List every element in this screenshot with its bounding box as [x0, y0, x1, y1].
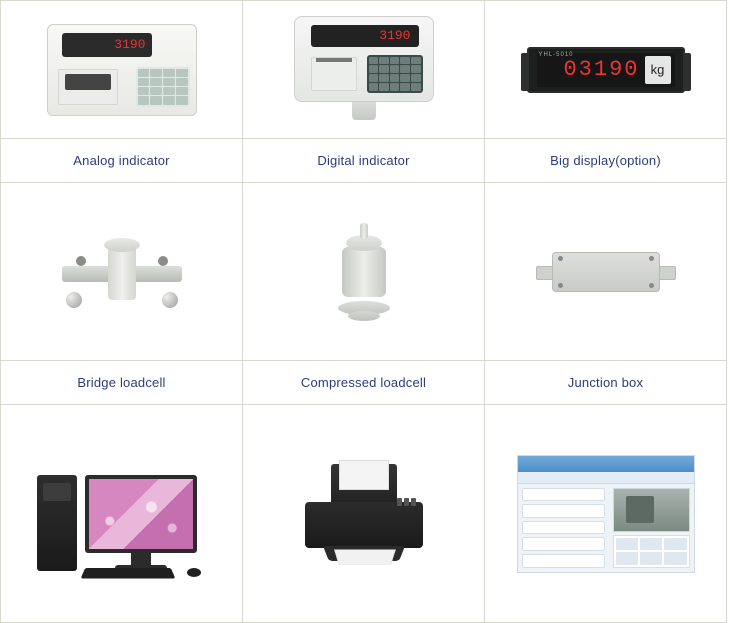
- label-big-display: Big display(option): [484, 138, 727, 183]
- list-panel-icon: [518, 484, 610, 572]
- big-led-digits: 03190: [563, 57, 639, 82]
- camera-view-icon: [613, 488, 689, 532]
- cell-printer-image: [242, 404, 485, 623]
- cell-software-image: [484, 404, 727, 623]
- cell-junction-box-image: [484, 182, 727, 361]
- model-label: YHL-5010: [539, 52, 574, 58]
- cell-digital-indicator-image: 3190: [242, 0, 485, 139]
- titlebar-icon: [518, 456, 694, 472]
- digital-indicator-thumb: 3190: [243, 1, 484, 138]
- keypad-icon: [136, 67, 190, 107]
- mount-bracket-icon: [521, 53, 529, 91]
- label-junction-box: Junction box: [484, 360, 727, 405]
- bridge-loadcell-thumb: [1, 183, 242, 360]
- digital-led-display: 3190: [311, 25, 419, 47]
- printer-buttons-icon: [397, 498, 417, 506]
- cell-analog-indicator-image: 3190: [0, 0, 243, 139]
- analog-led-display: 3190: [62, 33, 152, 57]
- computer-thumb: [1, 405, 242, 622]
- printer-slot-icon: [58, 69, 118, 105]
- monitor-icon: [85, 475, 197, 553]
- tower-icon: [37, 475, 77, 571]
- cell-compressed-loadcell-image: [242, 182, 485, 361]
- stand-icon: [352, 100, 376, 120]
- cell-bridge-loadcell-image: [0, 182, 243, 361]
- analog-indicator-thumb: 3190: [1, 1, 242, 138]
- printer-slot-icon: [311, 57, 357, 91]
- cell-computer-image: [0, 404, 243, 623]
- label-digital-indicator: Digital indicator: [242, 138, 485, 183]
- compressed-loadcell-thumb: [243, 183, 484, 360]
- label-compressed-loadcell: Compressed loadcell: [242, 360, 485, 405]
- unit-badge: kg: [645, 56, 671, 84]
- junction-box-thumb: [485, 183, 726, 360]
- controls-panel-icon: [613, 535, 689, 568]
- toolbar-icon: [518, 472, 694, 484]
- printer-thumb: [243, 405, 484, 622]
- software-thumb: [485, 405, 726, 622]
- mount-bracket-icon: [683, 53, 691, 91]
- keyboard-icon: [80, 568, 175, 578]
- big-display-thumb: YHL-5010 03190 kg: [485, 1, 726, 138]
- cell-big-display-image: YHL-5010 03190 kg: [484, 0, 727, 139]
- label-bridge-loadcell: Bridge loadcell: [0, 360, 243, 405]
- mouse-icon: [187, 568, 201, 577]
- product-grid: 3190 3190: [1, 1, 727, 623]
- paper-icon: [339, 460, 389, 490]
- label-analog-indicator: Analog indicator: [0, 138, 243, 183]
- keypad-icon: [367, 55, 423, 93]
